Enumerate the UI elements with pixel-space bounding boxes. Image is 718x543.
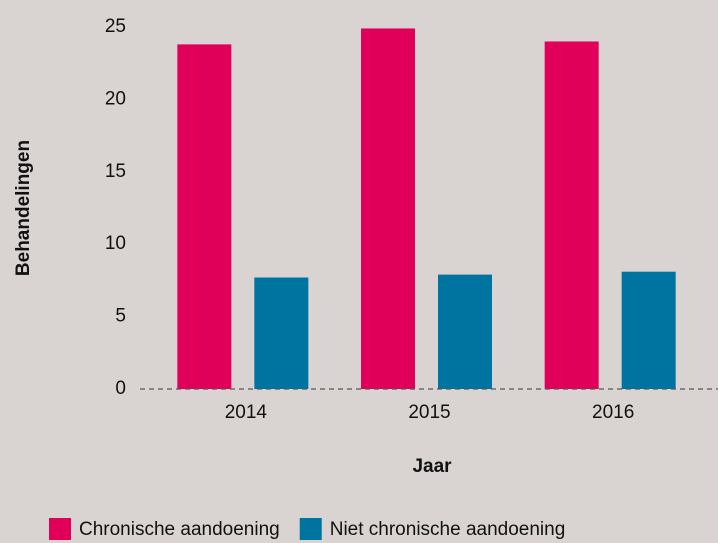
- legend-swatch: [299, 518, 322, 540]
- bar: [544, 41, 599, 389]
- x-axis-label: Jaar: [412, 456, 452, 477]
- bar: [177, 44, 232, 389]
- y-tick-label: 20: [105, 88, 126, 109]
- y-tick-label: 25: [105, 16, 126, 37]
- legend-swatch: [49, 518, 71, 540]
- y-tick-label: 0: [115, 378, 126, 399]
- bar: [254, 277, 309, 389]
- y-axis-label: Behandelingen: [13, 140, 34, 276]
- x-tick-label: 2016: [592, 402, 634, 423]
- y-tick-label: 10: [105, 233, 126, 254]
- legend-label: Niet chronische aandoening: [330, 519, 566, 540]
- bar: [621, 271, 676, 389]
- x-tick-label: 2014: [225, 402, 268, 423]
- legend-label: Chronische aandoening: [79, 519, 280, 540]
- x-tick-label: 2015: [408, 402, 450, 423]
- bar: [438, 274, 492, 389]
- y-tick-label: 5: [115, 306, 126, 327]
- y-tick-label: 15: [105, 161, 126, 182]
- bar: [361, 28, 415, 390]
